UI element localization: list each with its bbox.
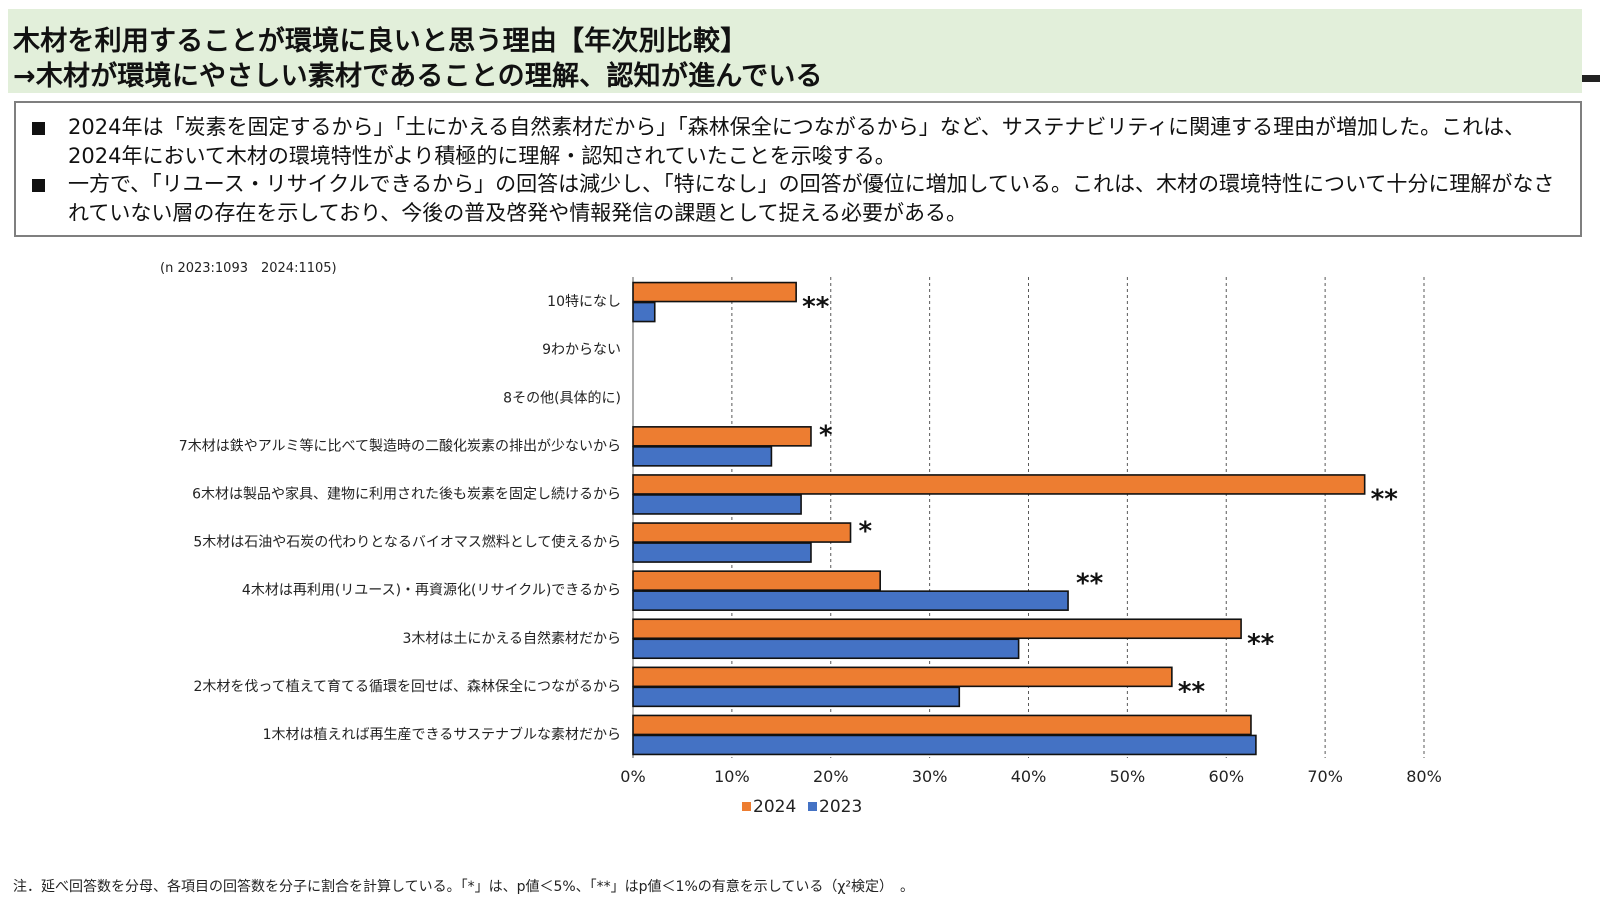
significance-mark: ** bbox=[1076, 569, 1104, 599]
page-title: 木材を利用することが環境に良いと思う理由【年次別比較】 bbox=[13, 26, 748, 57]
category-label: 2木材を伐って植えて育てる循環を回せば、森林保全につながるから bbox=[193, 678, 621, 695]
edge-marker bbox=[1582, 75, 1600, 82]
bar-2023 bbox=[632, 494, 802, 515]
bar-2024 bbox=[632, 281, 797, 303]
bar-2023 bbox=[632, 638, 1020, 660]
category-label: 9わからない bbox=[542, 342, 621, 358]
x-tick-label: 10% bbox=[714, 767, 750, 786]
title-band bbox=[8, 9, 1582, 93]
category-label: 5木材は石油や石炭の代わりとなるバイオマス燃料として使えるから bbox=[193, 534, 621, 551]
summary-bullet: 一方で、「リユース・リサイクルできるから」の回答は減少し、「特になし」の回答が優… bbox=[32, 170, 1572, 228]
category-label: 1木材は植えれば再生産できるサステナブルな素材だから bbox=[263, 726, 621, 743]
x-tick-label: 50% bbox=[1110, 767, 1146, 786]
bar-2024 bbox=[632, 618, 1242, 640]
bar-2023 bbox=[632, 446, 773, 467]
significance-mark: ** bbox=[1371, 484, 1399, 514]
significance-mark: ** bbox=[1247, 629, 1275, 659]
x-tick-label: 70% bbox=[1307, 767, 1343, 786]
bullet-square-icon bbox=[32, 179, 45, 192]
significance-mark: ** bbox=[802, 292, 830, 322]
significance-mark: ** bbox=[1178, 677, 1206, 707]
bar-2024 bbox=[632, 474, 1366, 495]
page-subtitle: →木材が環境にやさしい素材であることの理解、認知が進んでいる bbox=[13, 61, 823, 92]
x-tick-label: 40% bbox=[1011, 767, 1047, 786]
bar-2023 bbox=[632, 542, 812, 563]
legend-label: 2023 bbox=[819, 797, 862, 817]
summary-box: 2024年は「炭素を固定するから」「土にかえる自然素材だから」「森林保全につなが… bbox=[14, 101, 1582, 237]
category-label: 4木材は再利用(リユース)・再資源化(リサイクル)できるから bbox=[242, 583, 621, 599]
bar-2024 bbox=[632, 666, 1173, 688]
legend-label: 2024 bbox=[753, 797, 796, 817]
bar-chart: (n 2023:1093 2024:1105)10特になし **9わからない8その… bbox=[160, 261, 1442, 817]
summary-bullet-text: 一方で、「リユース・リサイクルできるから」の回答は減少し、「特になし」の回答が優… bbox=[68, 172, 1555, 225]
legend-swatch bbox=[742, 802, 751, 811]
category-label: 8その他(具体的に) bbox=[503, 390, 621, 406]
summary-bullet-text: 2024年は「炭素を固定するから」「土にかえる自然素材だから」「森林保全につなが… bbox=[68, 115, 1526, 168]
bar-2023 bbox=[632, 301, 656, 323]
footnote: 注．延べ回答数を分母、各項目の回答数を分子に割合を計算している。「*」は、p値＜… bbox=[13, 879, 915, 895]
category-label: 7木材は鉄やアルミ等に比べて製造時の二酸化炭素の排出が少ないから bbox=[179, 437, 621, 454]
bar-2023 bbox=[632, 734, 1257, 756]
x-tick-label: 0% bbox=[620, 767, 645, 786]
legend-swatch bbox=[808, 802, 817, 811]
x-tick-label: 60% bbox=[1208, 767, 1244, 786]
sample-size-note: (n 2023:1093 2024:1105) bbox=[160, 261, 337, 276]
bar-2024 bbox=[632, 426, 812, 447]
significance-mark: * bbox=[859, 517, 873, 547]
bar-2024 bbox=[632, 522, 852, 543]
bullet-square-icon bbox=[32, 122, 45, 135]
x-tick-label: 30% bbox=[912, 767, 948, 786]
category-label: 6木材は製品や家具、建物に利用された後も炭素を固定し続けるから bbox=[192, 485, 621, 502]
bar-2023 bbox=[632, 590, 1069, 611]
bar-2024 bbox=[632, 714, 1252, 736]
category-label: 10特になし bbox=[547, 294, 621, 310]
summary-bullet: 2024年は「炭素を固定するから」「土にかえる自然素材だから」「森林保全につなが… bbox=[32, 113, 1572, 171]
significance-mark: * bbox=[819, 420, 833, 450]
category-label: 3木材は土にかえる自然素材だから bbox=[403, 630, 622, 647]
bar-2023 bbox=[632, 686, 961, 708]
x-tick-label: 20% bbox=[813, 767, 849, 786]
bar-2024 bbox=[632, 570, 881, 591]
x-tick-label: 80% bbox=[1406, 767, 1442, 786]
